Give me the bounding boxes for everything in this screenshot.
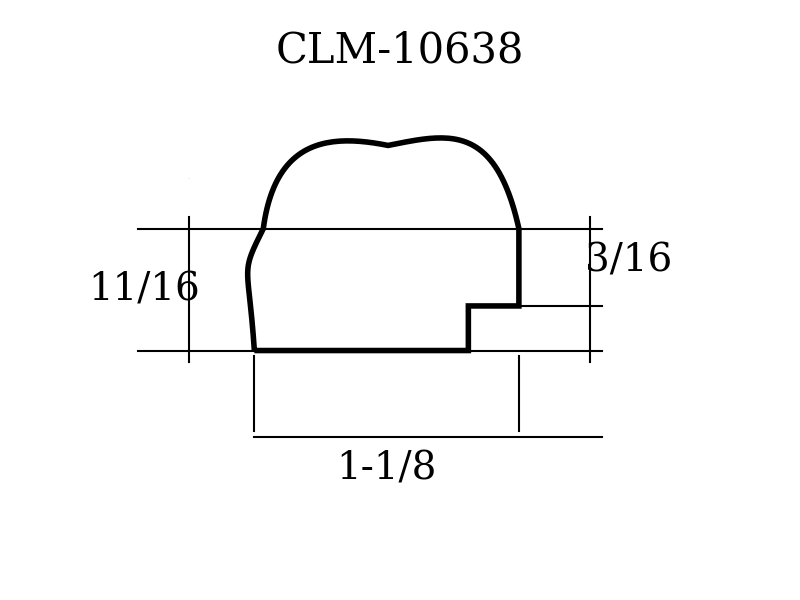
Text: CLM-10638: CLM-10638 [276,29,524,71]
Text: 11/16: 11/16 [89,271,200,308]
Text: 1-1/8: 1-1/8 [337,451,437,488]
Text: 3/16: 3/16 [586,243,673,280]
